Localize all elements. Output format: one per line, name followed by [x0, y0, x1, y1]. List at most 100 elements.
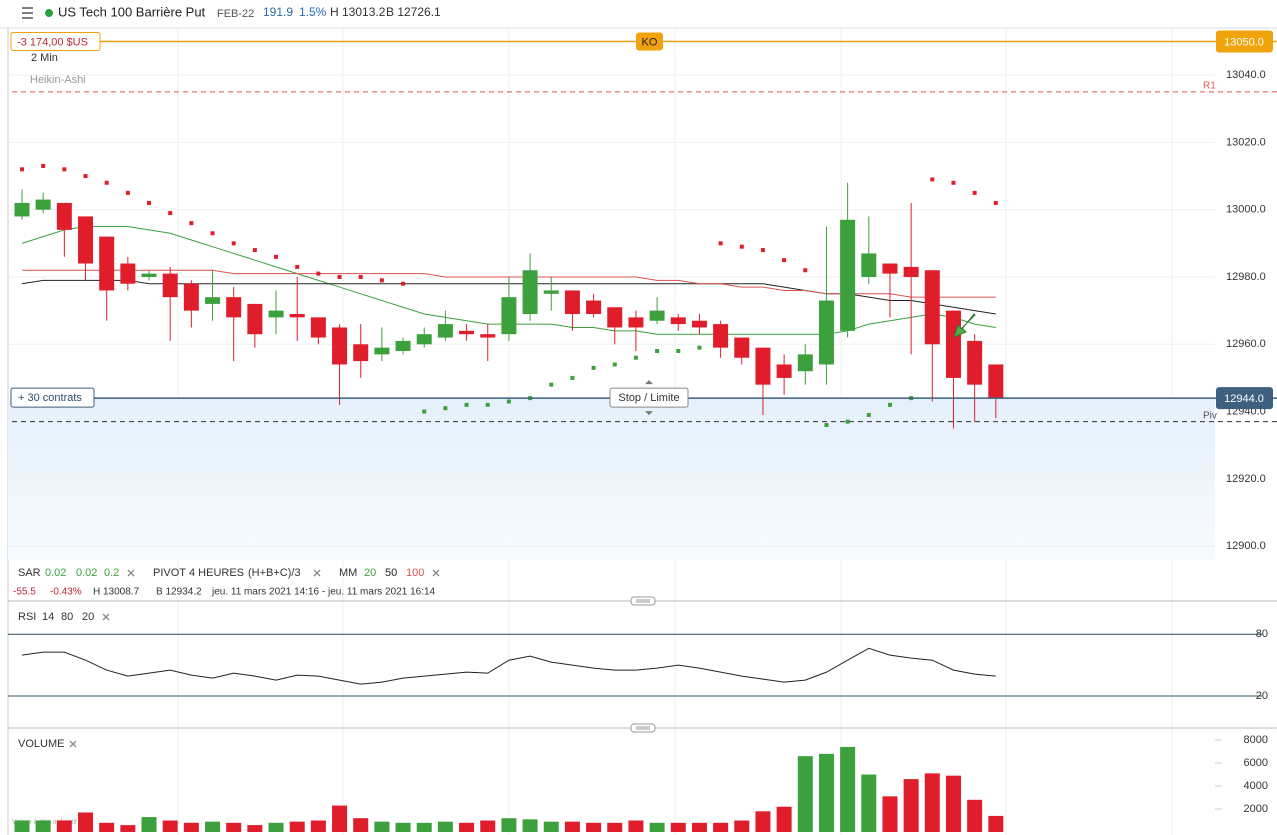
close-icon[interactable] [69, 740, 77, 748]
candle-body [205, 297, 221, 304]
candle-body [120, 263, 136, 284]
sar-dot [379, 278, 384, 283]
sar-dot [803, 268, 808, 273]
candle-body [141, 273, 157, 277]
volume-tick-label: 6000 [1244, 757, 1268, 769]
volume-bar [670, 822, 686, 832]
change: 191.9 [263, 5, 293, 19]
price-badge-label: 12944.0 [1224, 393, 1264, 405]
y-tick-label: 13020.0 [1226, 136, 1266, 148]
close-icon[interactable] [127, 569, 135, 577]
summary-low: B 12934.2 [156, 587, 202, 598]
candle-body [691, 320, 707, 328]
ma-name: MM [339, 567, 357, 579]
volume-bar [480, 820, 496, 832]
candle-body [713, 324, 729, 348]
candle-body [649, 310, 665, 321]
volume-bar [395, 822, 411, 832]
level-tag[interactable] [636, 32, 663, 51]
close-icon[interactable] [432, 569, 440, 577]
summary-change: -55.5 [13, 587, 36, 598]
volume-bar [691, 822, 707, 832]
candle-body [99, 236, 115, 291]
sar-dot [295, 264, 300, 269]
candle-body [543, 290, 559, 294]
sar-dot [41, 163, 46, 168]
position-box[interactable] [10, 387, 95, 408]
candle-body [437, 324, 453, 338]
volume-bar [35, 820, 51, 832]
summary-high: H 13008.7 [93, 587, 140, 598]
volume-bar [289, 821, 305, 832]
sar-dot [506, 399, 511, 404]
candle-body [332, 327, 348, 365]
volume-bar [247, 825, 263, 832]
sar-dot [358, 274, 363, 279]
volume-bar [713, 822, 729, 832]
volume-bar [14, 820, 30, 832]
sar-dot [210, 231, 215, 236]
candle-body [247, 303, 263, 335]
candle-body [289, 314, 305, 318]
candle-body [755, 347, 771, 385]
sar-dot [62, 167, 67, 172]
candle-body [501, 297, 517, 335]
session-low: B 12726.1 [386, 5, 441, 19]
y-tick-label: 12920.0 [1226, 473, 1266, 485]
candle-body [607, 307, 623, 328]
volume-bar [776, 806, 792, 832]
candle-body [395, 340, 411, 352]
candle-body [522, 270, 538, 314]
sar-dot [147, 200, 152, 205]
volume-bar [310, 820, 326, 832]
volume-bar [734, 820, 750, 832]
sar-dot [316, 271, 321, 276]
y-tick-label: 13000.0 [1226, 204, 1266, 216]
volume-tick-label: 4000 [1244, 780, 1268, 792]
volume-bar [501, 818, 517, 832]
order-box[interactable] [609, 387, 689, 408]
volume-bar [459, 822, 475, 832]
candle-body [14, 202, 30, 217]
candle-body [988, 364, 1004, 399]
y-tick-label: 12980.0 [1226, 271, 1266, 283]
close-icon[interactable] [313, 569, 321, 577]
position-label: + 30 contrats [18, 392, 82, 404]
sar-dot [951, 180, 956, 185]
menu-icon[interactable] [22, 7, 33, 19]
volume-bar [607, 822, 623, 832]
sar-dot [231, 241, 236, 246]
rsi-param: 14 [42, 611, 54, 623]
price-badge-label: 13050.0 [1224, 36, 1264, 48]
volume-bar [416, 822, 432, 832]
header-bar: US Tech 100 Barrière Put FEB-22 191.9 1.… [0, 4, 1277, 29]
sar-dot [718, 241, 723, 246]
volume-bar [755, 811, 771, 832]
ma-legend: 100 [406, 567, 424, 579]
sar-dot [972, 190, 977, 195]
candle-body [903, 266, 919, 277]
close-icon[interactable] [102, 613, 110, 621]
volume-title: VOLUME [18, 738, 64, 750]
sar-dot [104, 180, 109, 185]
volume-bar [628, 820, 644, 832]
sar-dot [125, 190, 130, 195]
summary-change-pct: -0.43% [50, 587, 82, 598]
candle-body [564, 290, 580, 314]
candle-body [628, 317, 644, 328]
status-dot [45, 9, 53, 17]
sar-dot [591, 365, 596, 370]
sar-dot [887, 402, 892, 407]
sar-dot [443, 406, 448, 411]
rsi-param: 20 [82, 611, 94, 623]
volume-bar [205, 821, 221, 832]
candle-body [226, 297, 242, 318]
position-arrow [953, 313, 976, 338]
sar-dot [676, 349, 681, 354]
volume-bar [183, 822, 199, 832]
volume-bar [586, 822, 602, 832]
candle-body [56, 202, 72, 230]
candle-body [670, 317, 686, 325]
rsi-param: 80 [61, 611, 73, 623]
sar-dot [20, 167, 24, 172]
